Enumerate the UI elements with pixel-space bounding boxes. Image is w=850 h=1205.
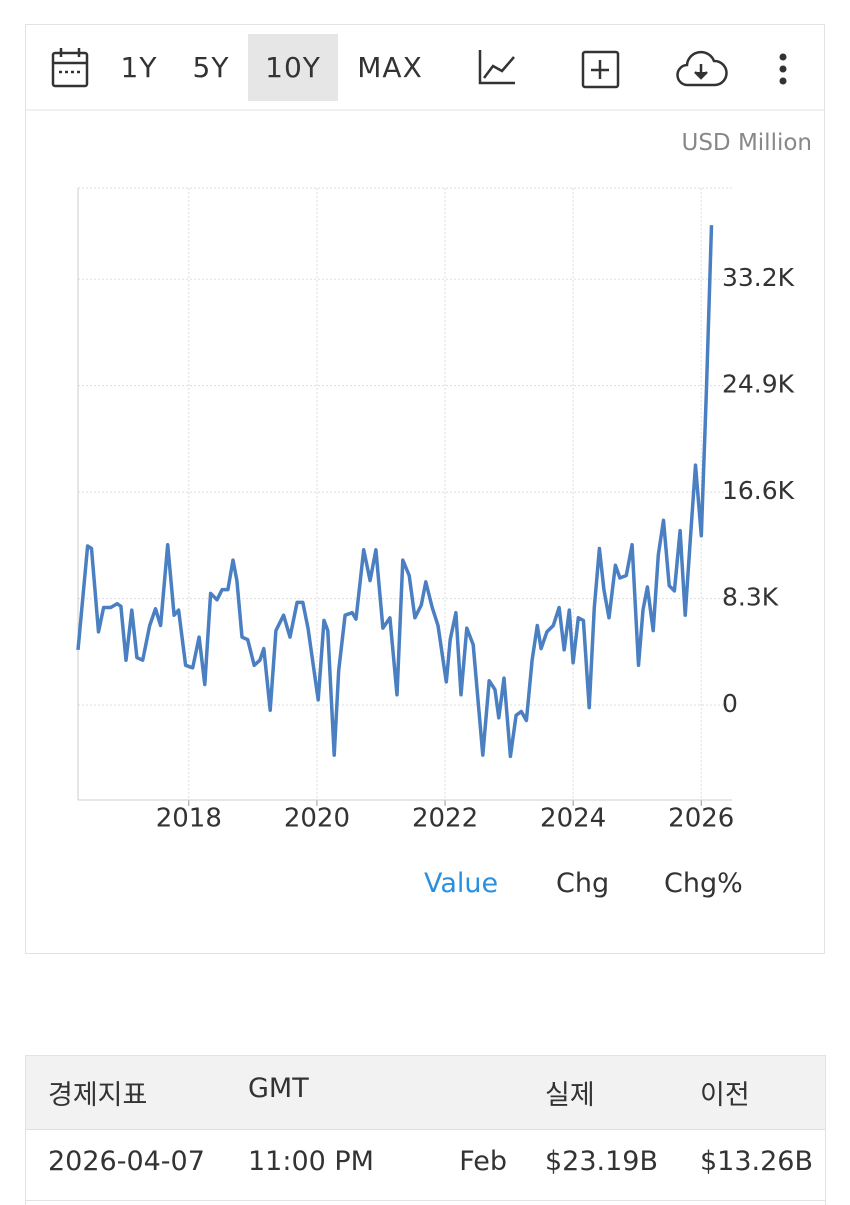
header-cell: GMT xyxy=(248,1073,309,1104)
unit-label: USD Million xyxy=(681,130,812,156)
y-tick-label: 0 xyxy=(722,689,738,718)
more-icon[interactable] xyxy=(779,53,787,85)
y-tick-label: 16.6K xyxy=(722,476,795,505)
range-button[interactable]: 10Y xyxy=(265,51,321,84)
x-tick-label: 2018 xyxy=(156,804,222,834)
range-button[interactable]: 5Y xyxy=(192,51,230,84)
compare-icon[interactable] xyxy=(581,50,620,89)
x-tick-label: 2024 xyxy=(540,804,606,834)
table-cell: Feb xyxy=(459,1146,507,1177)
table-header xyxy=(26,1056,825,1130)
header-cell: 이전 xyxy=(700,1080,750,1111)
table-cell: $13.26B xyxy=(700,1146,813,1177)
header-cell: 실제 xyxy=(545,1080,595,1111)
y-tick-label: 33.2K xyxy=(722,263,795,292)
chart-tab[interactable]: Chg xyxy=(556,868,610,899)
chart-card xyxy=(25,24,825,954)
range-button[interactable]: MAX xyxy=(357,51,423,84)
chart: 0 8.3K 16.6K 24.9K 33.2K 2018 2020 2022 2024 2026 xyxy=(26,34,825,834)
chart-tab[interactable]: Value xyxy=(424,868,499,899)
y-tick-label: 8.3K xyxy=(722,583,779,612)
table-cell: 2026-04-07 xyxy=(48,1146,205,1177)
y-tick-label: 24.9K xyxy=(722,370,795,399)
table xyxy=(25,1055,826,1205)
row-divider xyxy=(25,1200,826,1201)
x-tick-label: 2026 xyxy=(668,804,734,834)
download-icon[interactable] xyxy=(676,50,728,87)
calendar-icon[interactable] xyxy=(51,48,89,88)
line-chart-icon[interactable] xyxy=(478,50,515,85)
range-button[interactable]: 1Y xyxy=(120,51,158,84)
x-tick-label: 2022 xyxy=(412,804,478,834)
active-range-bg xyxy=(248,34,338,101)
table-cell: $23.19B xyxy=(545,1146,658,1177)
x-tick-label: 2020 xyxy=(284,804,350,834)
table-cell: 11:00 PM xyxy=(248,1146,374,1177)
header-cell: 경제지표 xyxy=(48,1080,148,1111)
chart-tab[interactable]: Chg% xyxy=(664,868,743,899)
data-line xyxy=(76,225,714,759)
